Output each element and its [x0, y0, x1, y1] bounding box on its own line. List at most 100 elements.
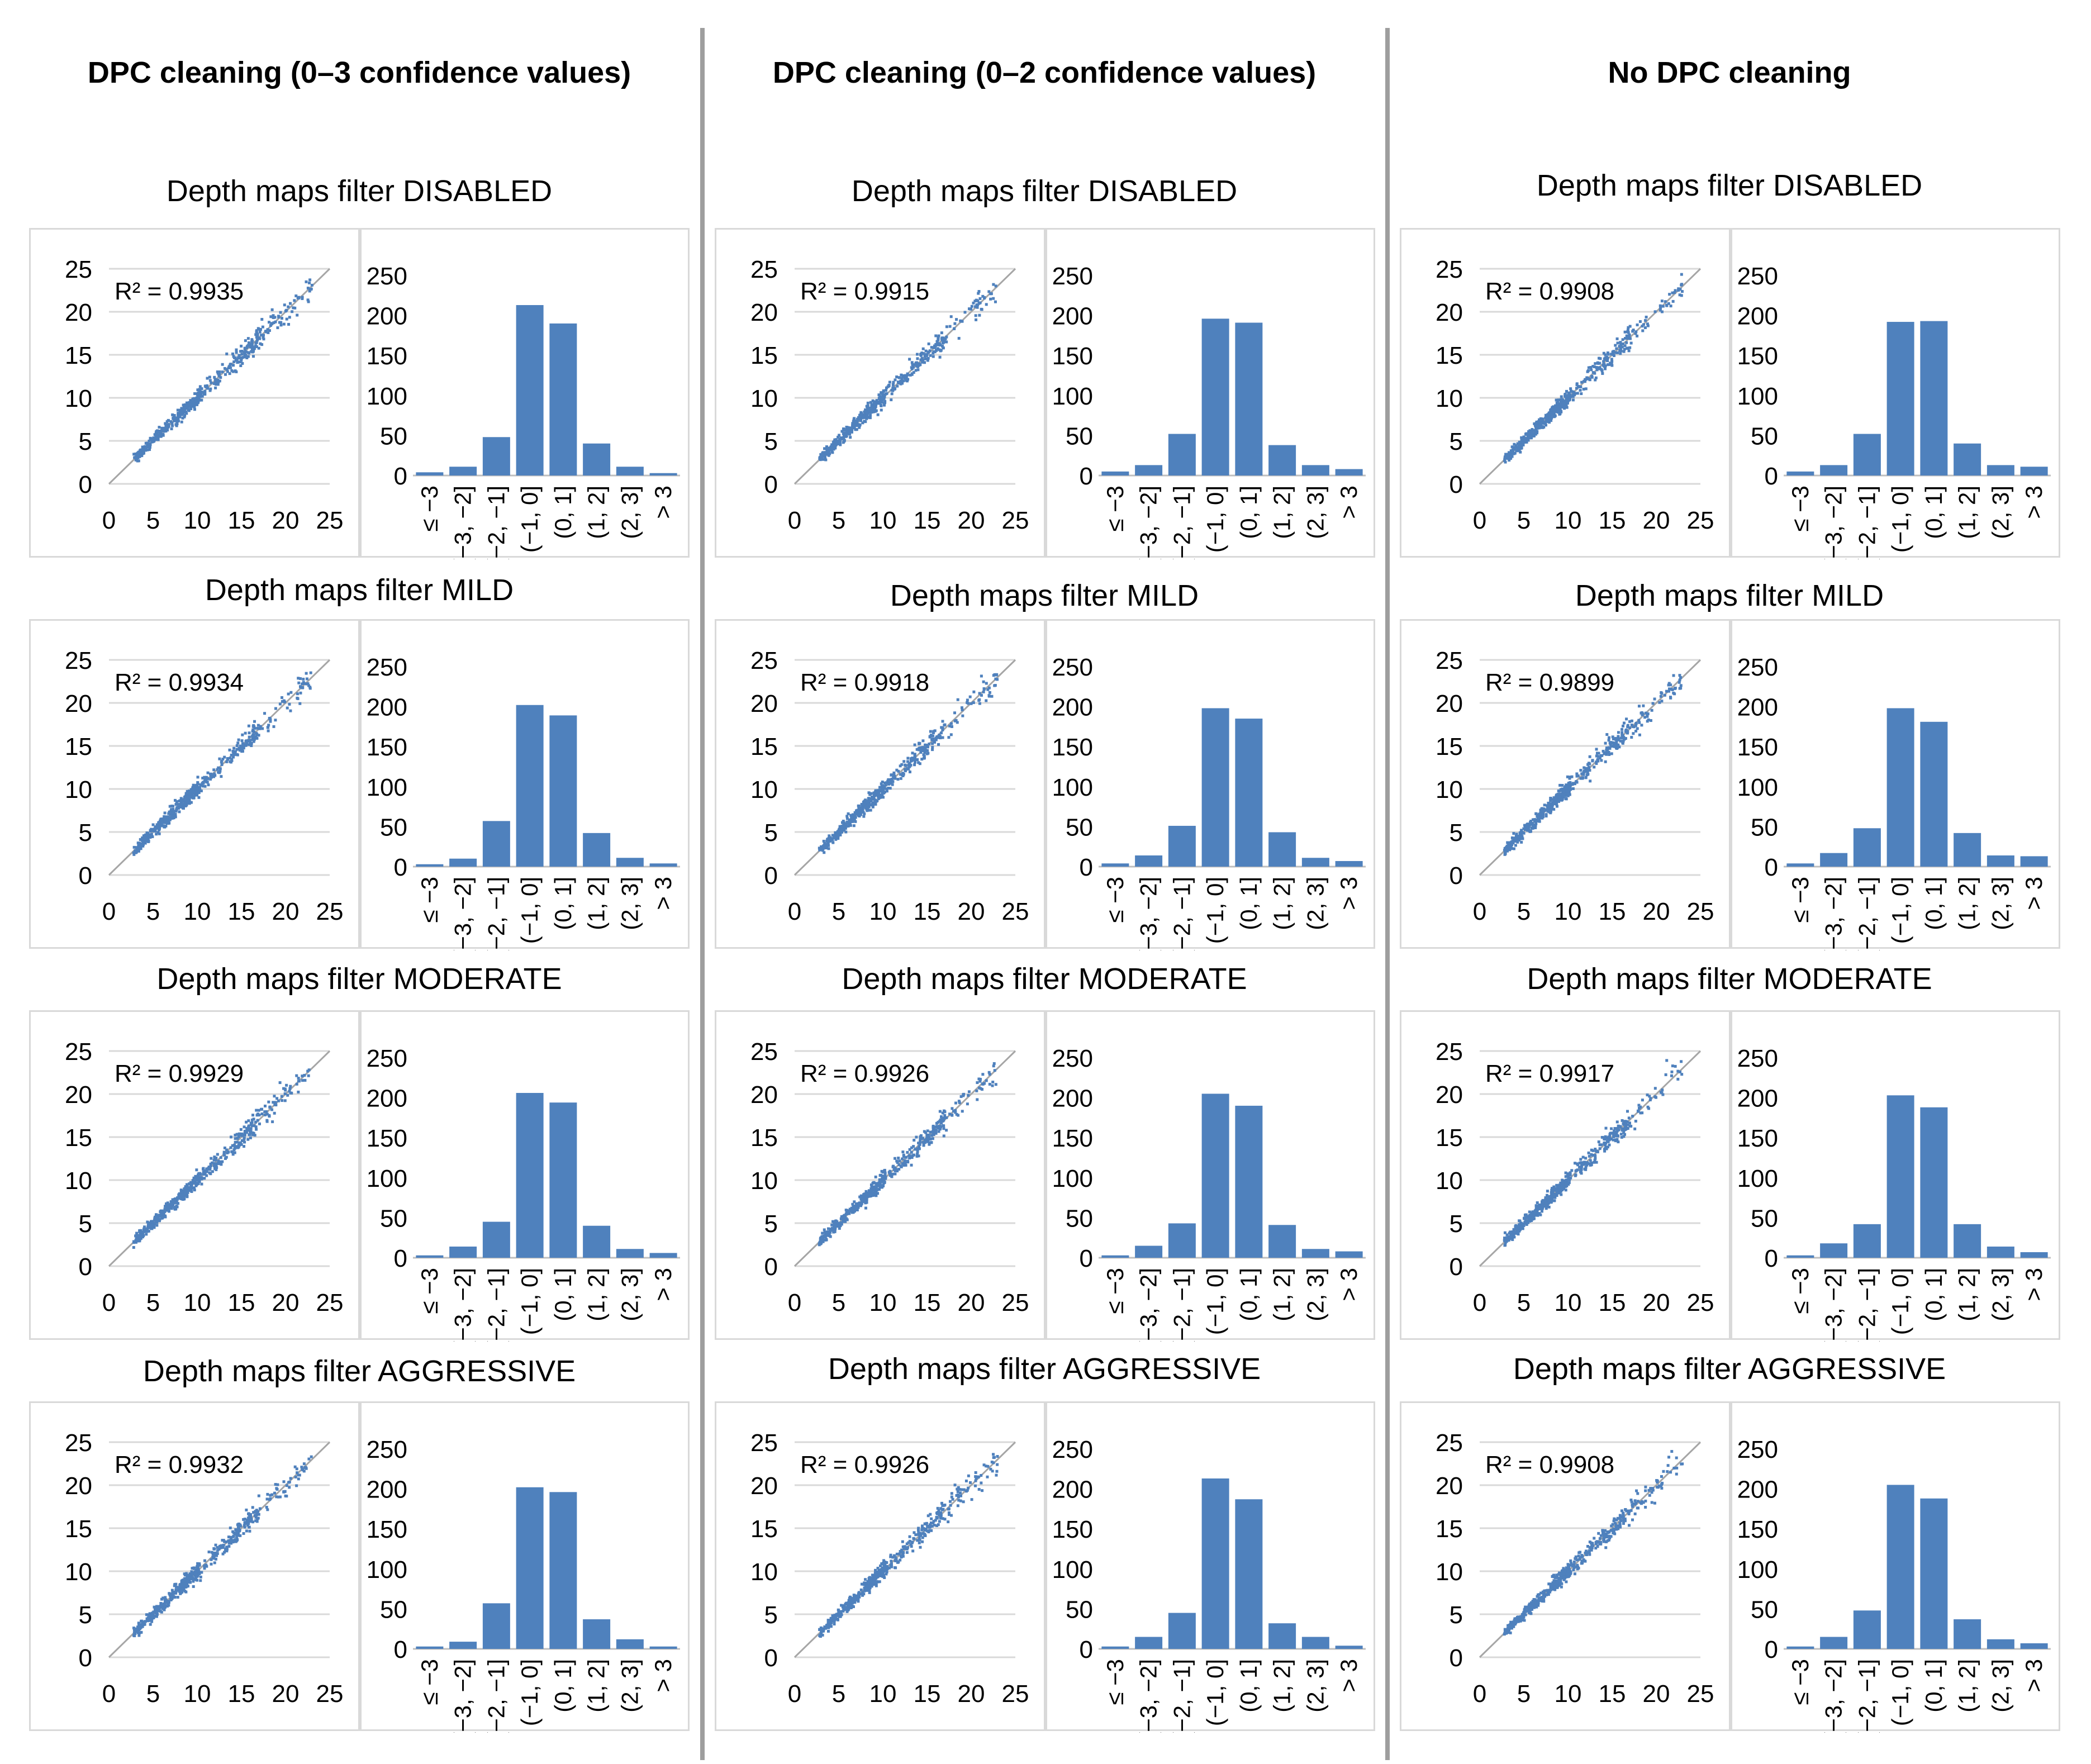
scatter-point	[1536, 1214, 1539, 1217]
scatter-point	[1555, 1183, 1558, 1187]
y-tick-label: 100	[1737, 383, 1778, 410]
bar	[1886, 322, 1914, 476]
scatter-point	[144, 448, 147, 451]
scatter-point	[1545, 815, 1548, 818]
scatter-point	[1538, 812, 1541, 816]
scatter-point	[1588, 765, 1591, 769]
scatter-point	[189, 403, 193, 407]
scatter-point	[864, 420, 867, 424]
x-tick-label: (−2, −1]	[1854, 877, 1880, 950]
y-tick-label: 100	[1052, 774, 1093, 801]
scatter-point	[1550, 419, 1553, 422]
bar	[2020, 467, 2048, 476]
scatter-point	[281, 700, 284, 703]
scatter-point	[1612, 1131, 1615, 1135]
scatter-point	[916, 1153, 919, 1156]
scatter-point	[246, 337, 250, 340]
scatter-point	[199, 1173, 202, 1176]
scatter-point	[889, 782, 892, 785]
scatter-point	[206, 377, 209, 380]
scatter-point	[1552, 807, 1556, 811]
bar	[516, 305, 544, 476]
scatter-point	[1674, 1064, 1677, 1068]
scatter-point	[1551, 1191, 1555, 1194]
scatter-point	[1534, 826, 1537, 829]
scatter-point	[1556, 800, 1560, 803]
x-tick-label: (−1, 0]	[516, 1268, 543, 1335]
scatter-point	[1588, 1154, 1591, 1158]
scatter-point	[886, 779, 890, 783]
scatter-point	[1618, 349, 1622, 353]
scatter-point	[1552, 802, 1556, 805]
scatter-point	[1624, 336, 1627, 340]
scatter-point	[873, 405, 876, 408]
x-tick-label: (−3, −2]	[1821, 877, 1847, 950]
scatter-point	[244, 731, 247, 735]
x-tick-label: 20	[272, 507, 300, 534]
scatter-point	[134, 1234, 137, 1238]
y-tick-label: 15	[1436, 1124, 1463, 1152]
scatter-point	[158, 426, 161, 429]
scatter-point	[975, 1089, 978, 1092]
scatter-point	[257, 734, 260, 737]
scatter-point	[1513, 840, 1517, 843]
scatter-point	[196, 792, 199, 795]
y-tick-label: 0	[1080, 1245, 1093, 1272]
scatter-point	[1628, 1121, 1632, 1125]
scatter-point	[987, 686, 991, 690]
scatter-point	[170, 811, 174, 814]
scatter-point	[257, 346, 260, 350]
scatter-point	[1522, 439, 1526, 442]
scatter-point	[196, 403, 199, 406]
scatter-point	[1543, 1205, 1547, 1208]
scatter-point	[251, 728, 255, 731]
scatter-point	[253, 738, 256, 741]
scatter-point	[832, 1230, 835, 1234]
scatter-point	[269, 324, 272, 327]
x-tick-label: 15	[914, 1289, 941, 1316]
scatter-point	[940, 731, 943, 735]
scatter-point	[899, 773, 902, 776]
scatter-point	[305, 677, 308, 681]
scatter-point	[955, 318, 958, 321]
scatter-point	[1571, 395, 1575, 398]
scatter-point	[150, 1222, 153, 1225]
scatter-point	[976, 1098, 979, 1101]
scatter-point	[1665, 304, 1669, 307]
y-tick-label: 10	[1436, 385, 1463, 412]
scatter-point	[193, 1186, 196, 1190]
scatter-point	[251, 1114, 255, 1117]
scatter-point	[1610, 745, 1614, 748]
scatter-point	[132, 853, 136, 856]
scatter-point	[930, 1134, 933, 1137]
scatter-point	[865, 414, 868, 417]
y-tick-label: 10	[1436, 776, 1463, 803]
scatter-point	[839, 1224, 842, 1228]
scatter-point	[1582, 1163, 1586, 1166]
scatter-point	[1591, 365, 1595, 368]
scatter-point	[1606, 363, 1609, 367]
scatter-point	[1617, 1140, 1620, 1144]
scatter-point	[921, 1140, 925, 1144]
scatter-point	[240, 353, 244, 356]
scatter-point	[1553, 800, 1557, 803]
y-tick-label: 50	[1066, 422, 1093, 450]
scatter-point	[1659, 306, 1662, 310]
scatter-point	[1598, 1147, 1601, 1150]
scatter-point	[281, 1099, 284, 1102]
scatter-point	[883, 787, 886, 790]
scatter-point	[153, 1218, 156, 1221]
scatter-point	[833, 1222, 837, 1225]
scatter-point	[211, 1161, 214, 1164]
scatter-point	[1589, 779, 1592, 783]
scatter-point	[295, 1074, 298, 1077]
scatter-point	[921, 360, 924, 364]
scatter-point	[1569, 784, 1572, 787]
scatter-point	[235, 359, 239, 362]
scatter-point	[863, 812, 866, 815]
scatter-point	[1574, 1174, 1577, 1177]
scatter-point	[245, 1120, 248, 1124]
scatter-point	[186, 1191, 189, 1194]
x-tick-label: 25	[1002, 1289, 1029, 1316]
scatter-point	[282, 699, 286, 702]
